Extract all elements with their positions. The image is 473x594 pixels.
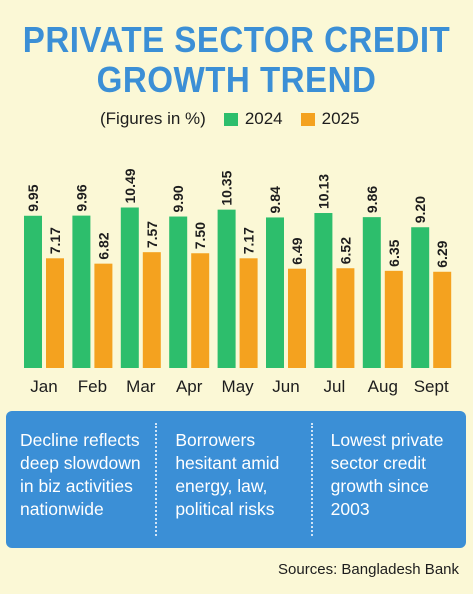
chart-title-line-1: PRIVATE SECTOR CREDIT xyxy=(22,19,451,60)
bar-2025-aug xyxy=(384,270,403,368)
bar-2025-mar xyxy=(142,252,161,368)
bar-2025-jan xyxy=(46,258,64,368)
x-tick-label-mar: Mar xyxy=(126,377,156,396)
value-label-2024-aug: 9.86 xyxy=(364,186,380,213)
bar-2025-feb xyxy=(94,263,113,368)
bar-2025-apr xyxy=(191,253,210,368)
notes-panel: Decline reflects deep slowdown in biz ac… xyxy=(6,411,466,548)
bar-2024-may xyxy=(217,209,236,368)
x-tick-label-may: May xyxy=(222,377,255,396)
value-label-2025-feb: 6.82 xyxy=(95,232,111,259)
value-label-2024-jan: 9.95 xyxy=(25,184,41,211)
x-tick-label-sept: Sept xyxy=(414,377,449,396)
value-label-2024-jul: 10.13 xyxy=(315,174,331,209)
chart-title-line-2: GROWTH TREND xyxy=(96,59,377,100)
value-label-2025-jun: 6.49 xyxy=(289,237,305,264)
x-tick-label-aug: Aug xyxy=(368,377,398,396)
value-label-2024-feb: 9.96 xyxy=(73,184,89,211)
bar-2024-feb xyxy=(72,215,91,368)
notes-divider xyxy=(155,423,158,536)
value-label-2024-may: 10.35 xyxy=(219,170,235,205)
legend-swatch-2025 xyxy=(300,112,315,126)
value-label-2024-apr: 9.90 xyxy=(170,185,186,212)
bar-2024-aug xyxy=(362,217,381,368)
bar-2025-sept xyxy=(433,271,452,368)
value-label-2024-sept: 9.20 xyxy=(412,196,428,223)
note-decline: Decline reflects deep slowdown in biz ac… xyxy=(20,430,141,519)
value-label-2025-may: 7.17 xyxy=(241,227,257,254)
bar-2025-may xyxy=(239,258,258,368)
bar-2024-jun xyxy=(266,217,284,368)
note-borrowers: Borrowers hesitant amid energy, law, pol… xyxy=(175,430,280,519)
value-label-2025-sept: 6.29 xyxy=(434,240,450,267)
value-label-2025-apr: 7.50 xyxy=(192,222,208,249)
value-label-2025-mar: 7.57 xyxy=(144,221,160,248)
x-tick-label-feb: Feb xyxy=(78,377,107,396)
figures-unit-note: (Figures in %) xyxy=(100,109,206,128)
notes-divider xyxy=(310,423,313,536)
legend-item-2025: 2025 xyxy=(300,109,360,129)
legend: (Figures in %) 2024 2025 xyxy=(100,107,377,131)
bar-2024-jul xyxy=(314,213,333,368)
source-credit: Sources: Bangladesh Bank xyxy=(278,561,459,578)
note-lowest-growth: Lowest private sector credit growth sinc… xyxy=(330,430,444,519)
x-tick-label-jul: Jul xyxy=(324,377,346,396)
value-label-2025-jul: 6.52 xyxy=(337,237,353,264)
bar-2024-apr xyxy=(169,216,188,368)
bar-2024-sept xyxy=(411,227,430,368)
value-label-2024-mar: 10.49 xyxy=(122,168,138,203)
bar-2024-jan xyxy=(24,215,42,368)
legend-label-2024: 2024 xyxy=(244,109,283,128)
bar-2025-jul xyxy=(336,268,355,368)
value-label-2024-jun: 9.84 xyxy=(267,186,283,213)
legend-label-2025: 2025 xyxy=(321,109,360,128)
value-label-2025-aug: 6.35 xyxy=(386,239,402,266)
x-tick-label-jun: Jun xyxy=(272,377,299,396)
value-label-2025-jan: 7.17 xyxy=(47,227,63,254)
bar-2025-jun xyxy=(288,268,306,368)
legend-swatch-2024 xyxy=(223,112,238,126)
x-tick-label-apr: Apr xyxy=(176,377,203,396)
bar-2024-mar xyxy=(120,207,139,368)
legend-item-2024: 2024 xyxy=(223,109,283,129)
x-tick-label-jan: Jan xyxy=(30,377,57,396)
